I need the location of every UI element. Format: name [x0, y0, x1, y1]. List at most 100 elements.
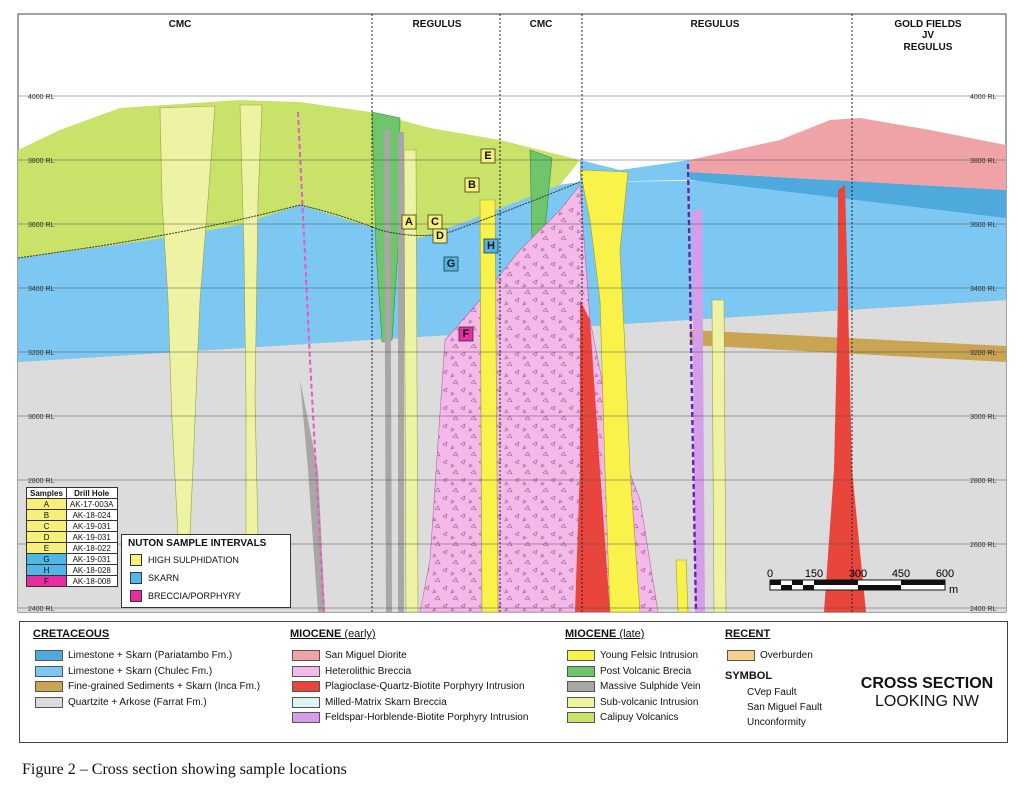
geology-legend: CRETACEOUS Limestone + Skarn (Pariatambo… [19, 621, 1008, 743]
legend-swatch [292, 665, 320, 677]
legend-heading-miocene-early: MIOCENE (early) [290, 628, 376, 640]
table-row: A AK-17-003A [26, 498, 118, 510]
plagioclase-porphyry [575, 300, 610, 612]
massive-sulphide-vein-3 [300, 380, 325, 612]
rl-label: 2400 RL [28, 606, 55, 613]
rl-label: 3000 RL [970, 414, 997, 421]
rl-label: 3600 RL [970, 222, 997, 229]
legend-item-label: Feldspar-Horblende-Biotite Porphyry Intr… [325, 712, 529, 724]
sample-cell: F [26, 575, 67, 587]
legend-item-label: Limestone + Skarn (Pariatambo Fm.) [68, 650, 233, 662]
table-row: E AK-18-022 [26, 542, 118, 554]
header-regulus-1: REGULUS [413, 19, 462, 30]
table-row: C AK-19-031 [26, 520, 118, 532]
samples-table: Samples Drill Hole A AK-17-003A B AK-18-024… [26, 487, 118, 587]
scale-tick: 0 [767, 568, 773, 580]
legend-item-label: Heterolithic Breccia [325, 665, 412, 677]
table-row: H AK-18-028 [26, 564, 118, 576]
scale-segment [792, 580, 803, 585]
sample-marker-a-label: A [405, 216, 413, 228]
drill-hole-cell: AK-19-031 [65, 531, 118, 543]
legend-group-miocene-early: San Miguel Diorite Heterolithic Breccia Pl… [292, 648, 528, 726]
inca-layer-lower [700, 345, 1006, 408]
cross-section-title: CROSS SECTION LOOKING NW [852, 675, 1002, 711]
sample-marker-b [464, 177, 480, 193]
symbol-heading: SYMBOL [725, 670, 773, 682]
legend-item: Feldspar-Horblende-Biotite Porphyry Intr… [292, 710, 528, 726]
header-cmc-left: CMC [169, 19, 192, 30]
legend-item: Fine-grained Sediments + Skarn (Inca Fm.… [35, 679, 260, 695]
young-felsic-dyke [479, 199, 499, 613]
massive-sulphide-vein-2 [398, 132, 404, 612]
legend-swatch [35, 665, 63, 677]
legend-swatch [292, 681, 320, 693]
scale-segment [770, 580, 781, 585]
sample-marker-f-label: F [463, 328, 470, 340]
samples-header: Samples [26, 487, 67, 499]
sample-markers: A B C D E F G H [401, 148, 499, 342]
header-regulus-2: REGULUS [691, 19, 740, 30]
subvolcanic-intrusion-right [711, 299, 727, 613]
table-row: B AK-18-024 [26, 509, 118, 521]
legend-swatch [727, 650, 755, 662]
drill-hole-cell: AK-19-031 [65, 520, 118, 532]
legend-heading-text: MIOCENE [565, 628, 617, 640]
rl-label: 3800 RL [970, 158, 997, 165]
scale-segment [901, 580, 945, 585]
sample-marker-h [483, 238, 499, 254]
samples-table-body: A AK-17-003A B AK-18-024 C AK-19-031 D AK-19-03… [26, 498, 118, 587]
legend-heading-cretaceous: CRETACEOUS [33, 628, 109, 640]
legend-swatch [35, 681, 63, 693]
legend-item-label: Massive Sulphide Vein [600, 681, 701, 693]
scale-bar: 0 150 300 450 600 m [767, 568, 958, 596]
sample-marker-c-label: C [431, 216, 439, 228]
legend-item: Heterolithic Breccia [292, 664, 528, 680]
legend-item: Limestone + Skarn (Chulec Fm.) [35, 664, 260, 680]
table-row: F AK-18-008 [26, 575, 118, 587]
symbol-item-san-miguel-fault: San Miguel Fault [747, 702, 823, 713]
legend-swatch [35, 650, 63, 662]
nuton-item: SKARN [122, 569, 290, 587]
sample-marker-e [480, 148, 496, 164]
cross-section-title-line1: CROSS SECTION [860, 675, 994, 692]
sample-marker-h-label: H [487, 240, 495, 252]
rl-label: 3200 RL [970, 350, 997, 357]
legend-item: Post Volcanic Brecia [567, 664, 701, 680]
legend-item: Plagioclase-Quartz-Biotite Porphyry Intr… [292, 679, 528, 695]
legend-heading-note: (early) [344, 628, 376, 640]
rl-label: 2800 RL [970, 478, 997, 485]
sample-marker-f [458, 326, 474, 342]
subvolcanic-intrusion-mid [403, 149, 419, 613]
cvep-fault [297, 111, 325, 613]
drill-hole-cell: AK-18-022 [65, 542, 118, 554]
scale-tick: 600 [936, 568, 954, 580]
legend-item: Limestone + Skarn (Pariatambo Fm.) [35, 648, 260, 664]
nuton-item: HIGH SULPHIDATION [122, 551, 290, 569]
rl-label: 3600 RL [28, 222, 55, 229]
legend-swatch [292, 712, 320, 724]
legend-item-label: Milled-Matrix Skarn Breccia [325, 696, 447, 708]
header-cmc-mid: CMC [530, 19, 553, 30]
figure-caption: Figure 2 – Cross section showing sample … [22, 761, 347, 778]
plagioclase-porphyry-right [824, 185, 866, 612]
rl-label: 4000 RL [970, 94, 997, 101]
legend-item-label: San Miguel Diorite [325, 650, 407, 662]
legend-item: Overburden [727, 648, 813, 664]
nuton-title: NUTON SAMPLE INTERVALS [128, 538, 267, 549]
legend-heading-note: (late) [619, 628, 645, 640]
rl-gridlines [18, 95, 1006, 609]
sample-cell: B [26, 509, 67, 521]
legend-item: San Miguel Diorite [292, 648, 528, 664]
legend-group-miocene-late: Young Felsic Intrusion Post Volcanic Brec… [567, 648, 701, 726]
young-felsic-dyke-2 [675, 559, 689, 613]
unconformity-line [17, 181, 581, 259]
header-jv: JV [922, 30, 935, 41]
nuton-swatch [130, 554, 142, 566]
sample-marker-g [443, 256, 459, 272]
sample-cell: A [26, 498, 67, 510]
header-regulus-3: REGULUS [904, 42, 953, 53]
legend-item-label: Quartzite + Arkose (Farrat Fm.) [68, 696, 207, 708]
drill-hole-cell: AK-18-008 [65, 575, 118, 587]
nuton-sample-intervals-box: NUTON SAMPLE INTERVALS HIGH SULPHIDATION… [121, 534, 291, 608]
drill-hole-cell: AK-17-003A [65, 498, 118, 510]
